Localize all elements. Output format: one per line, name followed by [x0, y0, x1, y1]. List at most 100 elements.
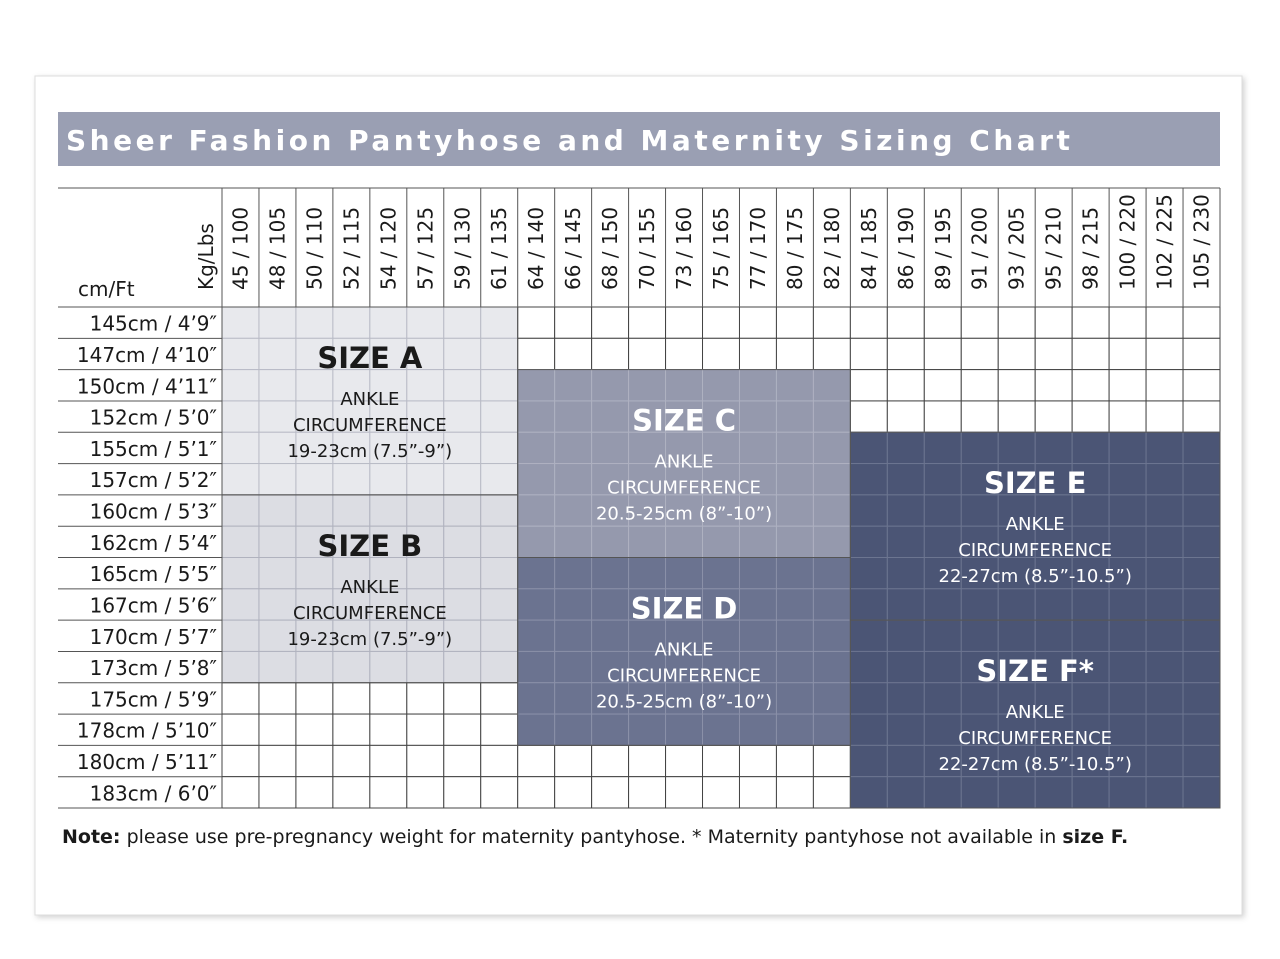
grid-cell	[406, 776, 445, 809]
grid-cell	[517, 369, 556, 402]
grid-cell	[480, 713, 519, 746]
grid-cell	[221, 682, 260, 715]
grid-cell	[517, 619, 556, 652]
grid-cell	[295, 713, 334, 746]
grid-cell	[997, 713, 1036, 746]
grid-cell	[554, 650, 593, 684]
grid-cell	[1182, 713, 1221, 746]
grid-cell	[886, 306, 925, 339]
grid-cell	[1182, 494, 1221, 527]
grid-cell	[1108, 337, 1147, 371]
grid-cell	[628, 525, 667, 558]
grid-cell	[1145, 588, 1184, 621]
grid-cell	[517, 776, 556, 809]
grid-cell	[923, 431, 962, 465]
height-label: 160cm / 5’3″	[90, 500, 217, 524]
grid-cell	[886, 619, 925, 652]
height-label: 155cm / 5’1″	[90, 437, 217, 461]
grid-cell	[554, 463, 593, 496]
grid-cell	[1071, 557, 1110, 590]
grid-cell	[517, 337, 556, 371]
grid-cell	[295, 588, 334, 621]
grid-cell	[665, 306, 704, 339]
grid-cell	[591, 431, 630, 465]
grid-cell	[1182, 588, 1221, 621]
weight-label: 86 / 190	[894, 207, 918, 290]
grid-cell	[480, 650, 519, 684]
grid-cell	[1145, 306, 1184, 339]
grid-cell	[960, 682, 999, 715]
grid-cell	[886, 744, 925, 778]
grid-cell	[665, 463, 704, 496]
grid-cell	[775, 776, 814, 809]
grid-cell	[221, 525, 260, 558]
grid-cell	[738, 557, 777, 590]
grid-cell	[1182, 400, 1221, 433]
height-label: 147cm / 4’10″	[77, 343, 217, 367]
grid-cell	[1071, 619, 1110, 652]
grid-cell	[960, 744, 999, 778]
grid-cell	[738, 713, 777, 746]
grid-cell	[923, 337, 962, 371]
grid-cell	[480, 306, 519, 339]
grid-cell	[665, 713, 704, 746]
grid-cell	[443, 431, 482, 465]
grid-cell	[812, 776, 851, 809]
grid-cell	[1145, 494, 1184, 527]
size-name: SIZE D	[631, 591, 738, 625]
grid-cell	[812, 650, 851, 684]
grid-cell	[480, 369, 519, 402]
grid-cell	[1034, 431, 1073, 465]
grid-cell	[443, 650, 482, 684]
grid-cell	[258, 619, 297, 652]
grid-cell	[406, 744, 445, 778]
height-label: 183cm / 6’0″	[90, 781, 217, 805]
grid-cell	[886, 337, 925, 371]
grid-cell	[221, 650, 260, 684]
note-label: Note:	[62, 826, 121, 848]
grid-cell	[886, 650, 925, 684]
grid-cell	[1182, 682, 1221, 715]
title: Sheer Fashion Pantyhose and Maternity Si…	[66, 124, 1073, 157]
grid-cell	[443, 400, 482, 433]
grid-cell	[443, 369, 482, 402]
grid-cell	[849, 682, 888, 715]
grid-cell	[665, 744, 704, 778]
grid-cell	[369, 744, 408, 778]
grid-cell	[591, 494, 630, 527]
grid-cell	[480, 337, 519, 371]
grid-cell	[1108, 463, 1147, 496]
grid-cell	[665, 494, 704, 527]
grid-cell	[554, 494, 593, 527]
grid-cell	[849, 557, 888, 590]
grid-cell	[332, 306, 371, 339]
grid-cell	[1145, 525, 1184, 558]
grid-cell	[332, 776, 371, 809]
grid-cell	[406, 650, 445, 684]
height-label: 173cm / 5’8″	[90, 656, 217, 680]
grid-cell	[886, 776, 925, 809]
grid-cell	[221, 463, 260, 496]
grid-cell	[1108, 682, 1147, 715]
weight-label: 70 / 155	[635, 207, 659, 290]
grid-cell	[1108, 494, 1147, 527]
grid-cell	[517, 463, 556, 496]
grid-cell	[1071, 369, 1110, 402]
grid-cell	[443, 463, 482, 496]
weight-label: 100 / 220	[1116, 194, 1140, 290]
size-line: ANKLE	[655, 639, 714, 660]
grid-cell	[369, 650, 408, 684]
grid-cell	[1071, 682, 1110, 715]
grid-cell	[221, 776, 260, 809]
grid-cell	[554, 400, 593, 433]
grid-cell	[443, 713, 482, 746]
grid-cell	[258, 650, 297, 684]
height-label: 145cm / 4’9″	[90, 312, 217, 336]
grid-cell	[258, 713, 297, 746]
grid-cell	[258, 400, 297, 433]
grid-cell	[775, 337, 814, 371]
grid-cell	[591, 776, 630, 809]
weight-label: 102 / 225	[1153, 194, 1177, 290]
size-name: SIZE C	[632, 404, 736, 438]
grid-cell	[849, 713, 888, 746]
